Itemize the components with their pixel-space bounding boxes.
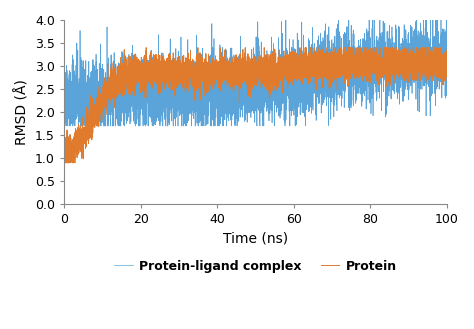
Protein-ligand complex (61, 88, 67, 91)
Protein (143, 46, 149, 50)
Protein (347, 71, 353, 75)
Protein-ligand complex (291, 113, 297, 117)
X-axis label: Time (ns): Time (ns) (223, 232, 288, 246)
Line: Protein-ligand complex: Protein-ligand complex (64, 15, 447, 126)
Protein (208, 69, 213, 73)
Protein (376, 61, 382, 64)
Protein-ligand complex (208, 53, 213, 57)
Protein (291, 59, 297, 63)
Protein-ligand complex (62, 124, 68, 128)
Protein-ligand complex (310, 57, 316, 61)
Protein (61, 161, 67, 165)
Y-axis label: RMSD (Å): RMSD (Å) (15, 79, 29, 145)
Protein (444, 49, 450, 53)
Protein-ligand complex (347, 103, 353, 107)
Protein (310, 55, 316, 59)
Protein-ligand complex (131, 58, 137, 62)
Protein (131, 73, 137, 77)
Protein-ligand complex (444, 72, 450, 76)
Legend: Protein-ligand complex, Protein: Protein-ligand complex, Protein (109, 255, 402, 278)
Protein-ligand complex (376, 36, 382, 40)
Protein (61, 156, 67, 160)
Line: Protein: Protein (64, 48, 447, 163)
Protein-ligand complex (283, 13, 289, 17)
